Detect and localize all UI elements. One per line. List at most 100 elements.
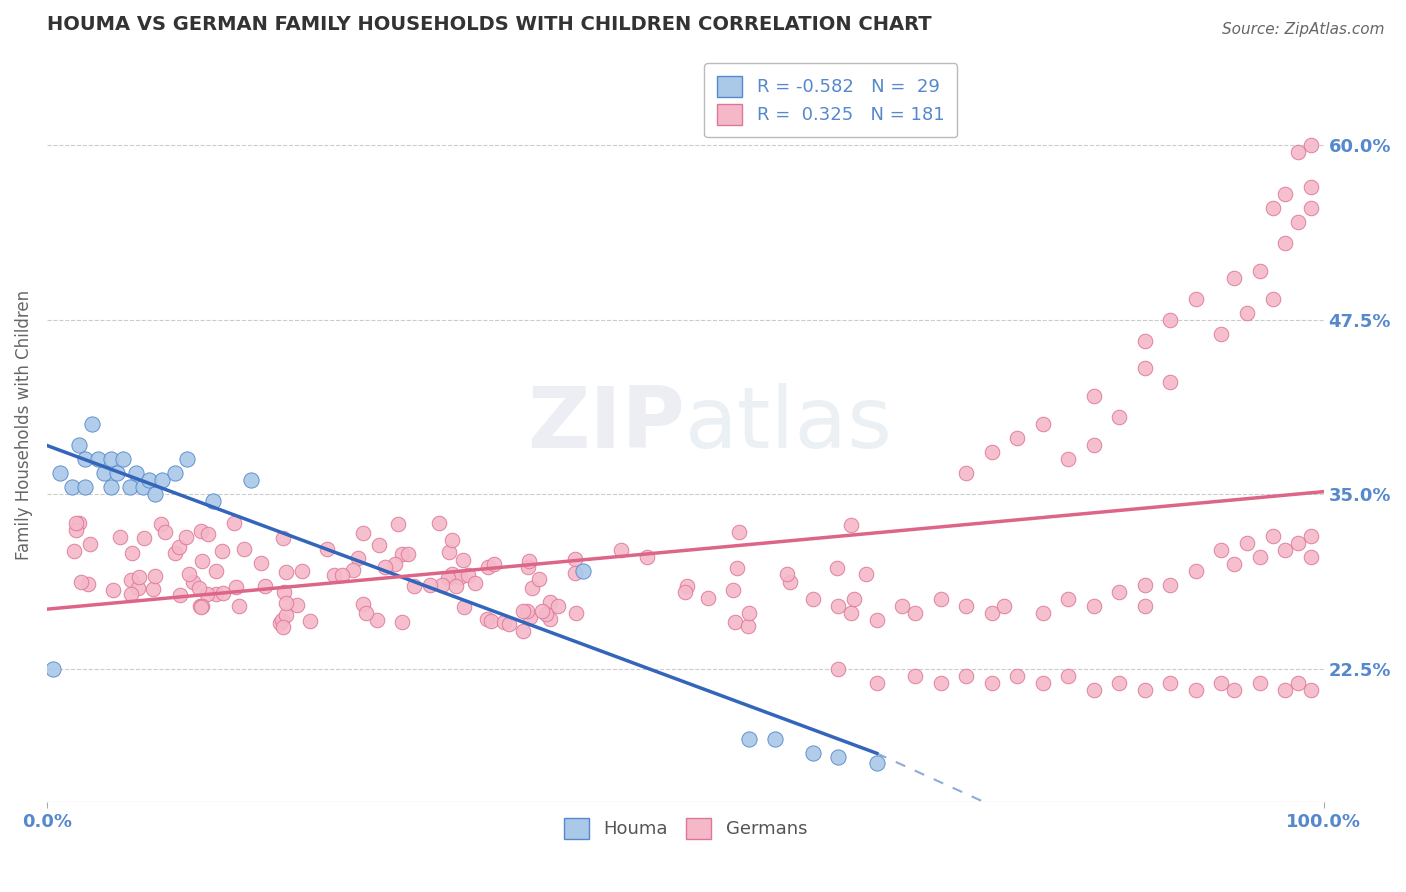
Point bbox=[42, 662, 65, 676]
Point bbox=[273, 620, 295, 634]
Point bbox=[67, 516, 90, 530]
Point bbox=[125, 467, 148, 481]
Point bbox=[176, 452, 198, 467]
Point bbox=[519, 610, 541, 624]
Point bbox=[728, 524, 751, 539]
Point bbox=[904, 607, 927, 621]
Point bbox=[1005, 669, 1028, 683]
Point bbox=[190, 524, 212, 538]
Point bbox=[100, 480, 122, 494]
Point bbox=[1133, 599, 1156, 614]
Point bbox=[177, 567, 200, 582]
Point bbox=[222, 516, 245, 531]
Point bbox=[1032, 607, 1054, 621]
Point bbox=[121, 546, 143, 560]
Point bbox=[801, 592, 824, 607]
Point bbox=[105, 467, 128, 481]
Point bbox=[1236, 305, 1258, 319]
Point bbox=[522, 581, 544, 595]
Point bbox=[827, 750, 849, 764]
Point bbox=[993, 599, 1015, 614]
Point bbox=[1185, 565, 1208, 579]
Point bbox=[299, 615, 322, 629]
Point bbox=[67, 438, 90, 452]
Point bbox=[65, 523, 87, 537]
Point bbox=[149, 517, 172, 532]
Point bbox=[891, 599, 914, 614]
Point bbox=[1299, 529, 1322, 543]
Point bbox=[368, 537, 391, 551]
Point bbox=[1223, 270, 1246, 285]
Point bbox=[1083, 599, 1105, 614]
Point bbox=[285, 599, 308, 613]
Point bbox=[374, 559, 396, 574]
Point bbox=[1108, 585, 1130, 599]
Point bbox=[430, 577, 453, 591]
Point bbox=[48, 467, 70, 481]
Point bbox=[1274, 235, 1296, 250]
Point bbox=[512, 604, 534, 618]
Point bbox=[437, 545, 460, 559]
Point bbox=[1185, 292, 1208, 306]
Point bbox=[128, 570, 150, 584]
Point bbox=[565, 606, 588, 620]
Point bbox=[108, 530, 131, 544]
Point bbox=[444, 579, 467, 593]
Text: atlas: atlas bbox=[685, 383, 893, 466]
Point bbox=[167, 541, 190, 555]
Point bbox=[1286, 214, 1309, 228]
Point bbox=[1159, 376, 1181, 390]
Point bbox=[120, 573, 142, 587]
Point bbox=[274, 608, 297, 623]
Point bbox=[93, 467, 115, 481]
Point bbox=[132, 531, 155, 545]
Point bbox=[276, 565, 298, 579]
Point bbox=[494, 615, 516, 630]
Point bbox=[673, 585, 696, 599]
Point bbox=[1083, 438, 1105, 452]
Point bbox=[1159, 676, 1181, 690]
Point bbox=[271, 531, 294, 545]
Point bbox=[825, 561, 848, 575]
Point bbox=[721, 583, 744, 598]
Point bbox=[479, 614, 502, 628]
Point bbox=[1133, 683, 1156, 698]
Point bbox=[269, 616, 291, 631]
Point bbox=[346, 551, 368, 566]
Point bbox=[737, 619, 759, 633]
Text: ZIP: ZIP bbox=[527, 383, 685, 466]
Point bbox=[636, 550, 658, 565]
Point bbox=[564, 566, 586, 581]
Point bbox=[427, 516, 450, 531]
Point bbox=[204, 564, 226, 578]
Point bbox=[1286, 676, 1309, 690]
Point bbox=[190, 553, 212, 567]
Point bbox=[1274, 683, 1296, 698]
Point bbox=[276, 596, 298, 610]
Point bbox=[449, 570, 471, 584]
Point bbox=[531, 604, 554, 618]
Point bbox=[955, 599, 977, 614]
Point bbox=[352, 525, 374, 540]
Point bbox=[174, 530, 197, 544]
Point bbox=[1083, 389, 1105, 403]
Point bbox=[676, 579, 699, 593]
Point bbox=[1211, 676, 1233, 690]
Point bbox=[250, 557, 273, 571]
Point bbox=[1083, 683, 1105, 698]
Point bbox=[1249, 550, 1271, 565]
Point bbox=[801, 747, 824, 761]
Point bbox=[1185, 683, 1208, 698]
Point bbox=[839, 517, 862, 532]
Point bbox=[1005, 432, 1028, 446]
Point bbox=[779, 574, 801, 589]
Point bbox=[929, 676, 952, 690]
Point bbox=[866, 676, 889, 690]
Point bbox=[517, 554, 540, 568]
Point bbox=[844, 591, 866, 606]
Point bbox=[529, 572, 551, 586]
Point bbox=[538, 612, 561, 626]
Point bbox=[1057, 452, 1080, 467]
Point bbox=[904, 669, 927, 683]
Point bbox=[512, 624, 534, 638]
